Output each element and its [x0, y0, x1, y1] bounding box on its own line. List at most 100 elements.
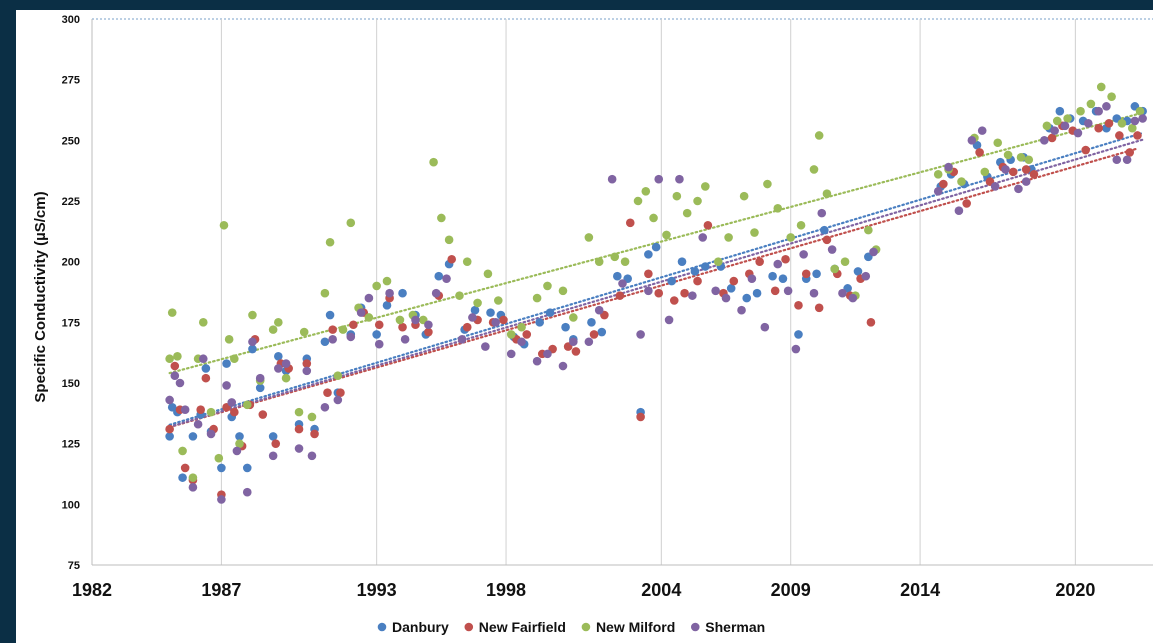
- point-new-milford: [268, 325, 278, 334]
- point-new-fairfield: [170, 361, 180, 371]
- y-tick-label: 100: [62, 499, 80, 511]
- point-new-milford: [235, 439, 244, 448]
- point-sherman: [506, 349, 516, 359]
- point-new-milford: [750, 228, 759, 237]
- point-sherman: [809, 288, 819, 298]
- point-new-milford: [840, 257, 850, 266]
- point-sherman: [933, 186, 943, 196]
- point-danbury: [178, 473, 187, 482]
- point-new-fairfield: [1008, 167, 1018, 177]
- point-sherman: [517, 337, 526, 347]
- point-new-fairfield: [755, 257, 764, 266]
- point-danbury: [742, 293, 752, 303]
- point-new-milford: [1003, 150, 1013, 160]
- point-new-milford: [173, 352, 182, 361]
- point-new-fairfield: [644, 269, 653, 279]
- point-new-fairfield: [822, 235, 832, 245]
- point-danbury: [217, 463, 226, 473]
- point-new-milford: [444, 235, 454, 245]
- point-new-fairfield: [615, 291, 625, 300]
- point-new-milford: [395, 315, 405, 325]
- point-danbury: [794, 330, 803, 339]
- point-danbury: [222, 359, 231, 368]
- point-danbury: [398, 288, 407, 298]
- point-new-milford: [693, 196, 702, 206]
- point-new-milford: [325, 237, 335, 247]
- point-sherman: [967, 136, 977, 145]
- point-sherman: [400, 335, 410, 344]
- legend-item-new-fairfield: New Fairfield: [464, 619, 566, 635]
- y-tick-label: 75: [68, 560, 80, 572]
- legend-marker: [690, 622, 700, 632]
- point-sherman: [222, 381, 231, 390]
- point-sherman: [346, 332, 356, 342]
- point-sherman: [532, 356, 542, 366]
- point-sherman: [385, 288, 394, 298]
- point-sherman: [654, 174, 664, 184]
- point-sherman: [232, 446, 242, 456]
- legend-item-new-milford: New Milford: [581, 619, 675, 635]
- point-new-milford: [993, 138, 1003, 148]
- point-danbury: [677, 257, 687, 266]
- point-danbury: [470, 305, 480, 315]
- point-sherman: [1094, 106, 1103, 116]
- point-sherman: [990, 182, 1000, 191]
- point-new-fairfield: [499, 315, 508, 325]
- point-new-milford: [483, 269, 493, 279]
- point-sherman: [698, 233, 708, 242]
- point-sherman: [1138, 114, 1147, 123]
- point-new-milford: [455, 291, 464, 300]
- y-tick-label: 200: [62, 257, 80, 269]
- scatter-chart: 1982 1987 1993 1998 2004 2009 2014 2020 75 100 125…: [32, 14, 1153, 635]
- point-sherman: [328, 335, 337, 344]
- point-new-fairfield: [196, 405, 205, 414]
- point-sherman: [274, 364, 283, 373]
- point-sherman: [607, 174, 617, 184]
- point-danbury: [325, 310, 335, 320]
- point-new-milford: [682, 208, 692, 218]
- point-sherman: [320, 402, 330, 412]
- point-new-fairfield: [636, 412, 645, 422]
- y-tick-label: 250: [62, 135, 80, 147]
- point-new-fairfield: [866, 318, 876, 327]
- point-sherman: [491, 318, 500, 327]
- point-sherman: [188, 483, 198, 492]
- point-new-fairfield: [1115, 131, 1124, 140]
- point-new-fairfield: [781, 254, 790, 264]
- point-new-milford: [178, 446, 187, 456]
- point-new-milford: [957, 177, 966, 186]
- point-sherman: [1060, 121, 1070, 131]
- point-new-milford: [1024, 155, 1034, 165]
- point-danbury: [382, 301, 392, 310]
- data-points: [165, 82, 1147, 504]
- point-danbury: [768, 271, 777, 281]
- point-danbury: [242, 463, 252, 473]
- legend-marker: [464, 622, 474, 632]
- point-new-milford: [610, 252, 620, 262]
- point-new-milford: [558, 286, 568, 296]
- point-danbury: [268, 432, 278, 441]
- point-sherman: [747, 274, 757, 283]
- point-new-fairfield: [625, 218, 635, 228]
- point-new-milford: [1016, 153, 1026, 162]
- point-new-fairfield: [328, 325, 337, 334]
- point-new-fairfield: [729, 276, 739, 286]
- point-danbury: [486, 308, 495, 317]
- point-new-fairfield: [522, 330, 532, 339]
- point-new-fairfield: [201, 373, 211, 383]
- point-new-fairfield: [1021, 165, 1031, 174]
- point-sherman: [1050, 126, 1059, 135]
- point-sherman: [180, 405, 190, 414]
- point-sherman: [1112, 155, 1122, 165]
- point-sherman: [773, 259, 783, 269]
- legend-label: New Fairfield: [479, 619, 566, 635]
- point-new-fairfield: [230, 407, 239, 417]
- x-tick-label: 1982: [72, 580, 112, 600]
- point-new-milford: [796, 220, 806, 230]
- y-tick-label: 125: [62, 439, 80, 451]
- point-sherman: [411, 315, 420, 325]
- point-new-fairfield: [1104, 119, 1114, 128]
- point-new-milford: [299, 327, 309, 337]
- point-new-fairfield: [794, 301, 803, 310]
- point-danbury: [1055, 106, 1065, 116]
